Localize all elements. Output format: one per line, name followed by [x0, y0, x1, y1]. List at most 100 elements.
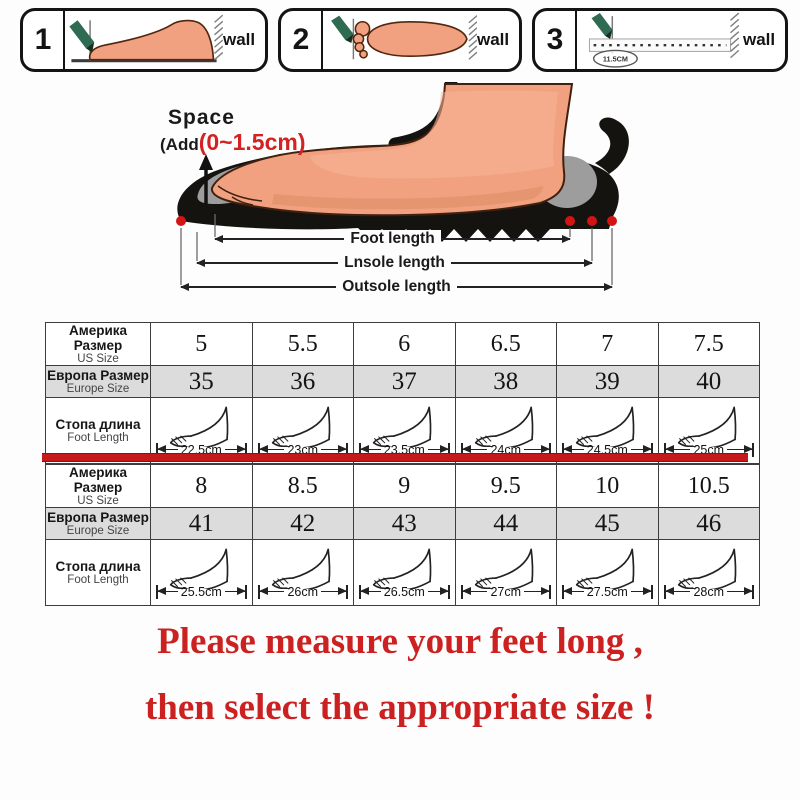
wall-label: wall — [477, 30, 510, 49]
europe-size-value: 39 — [556, 365, 659, 398]
step-number: 2 — [281, 11, 323, 69]
wall-label: wall — [223, 30, 256, 49]
red-divider-line — [42, 453, 748, 462]
space-add-prefix: (Add — [160, 135, 199, 154]
us-size-value: 10 — [556, 464, 659, 508]
europe-size-value: 35 — [150, 365, 253, 398]
foot-length-cm: 26cm — [287, 584, 319, 599]
us-size-value: 10.5 — [657, 464, 760, 508]
instruction-panel-3: 3 11.5CM wall — [532, 8, 788, 72]
step-number: 3 — [535, 11, 577, 69]
foot-outline-sketch-icon — [677, 406, 737, 447]
europe-size-value: 38 — [454, 365, 557, 398]
europe-size-value: 40 — [657, 365, 760, 398]
row-header: Стопа длина Foot Length — [45, 539, 151, 606]
row-header: Стопа длина Foot Length — [45, 397, 151, 464]
foot-length-cell: 26cm — [251, 539, 354, 606]
space-label: Space — [168, 106, 235, 129]
fit-diagram: Space (Add(0~1.5cm) Foot length Lnsole l… — [60, 82, 700, 318]
row-header-secondary: Europe Size — [66, 383, 130, 395]
foot-length-cm: 28cm — [693, 584, 725, 599]
space-add-value: (0~1.5cm) — [198, 129, 306, 155]
foot-length-cm: 27cm — [490, 584, 522, 599]
us-size-value: 8 — [150, 464, 253, 508]
foot-top-view-icon — [331, 15, 477, 60]
foot-outline-sketch-icon — [271, 406, 331, 447]
space-add-label: (Add(0~1.5cm) — [160, 129, 305, 156]
foot-outline-sketch-icon — [474, 406, 534, 447]
us-size-value: 6 — [353, 322, 456, 366]
row-header-primary: Стопа длина — [55, 559, 141, 574]
europe-size-row: Европа Размер Europe Size 35 36 37 38 39 40 — [45, 365, 760, 398]
foot-length-row: Стопа длина Foot Length 22.5cm 23cm 23.5… — [45, 397, 760, 464]
foot-length-dimension: Foot length — [213, 230, 572, 248]
us-size-value: 7 — [556, 322, 659, 366]
foot-length-cell: 26.5cm — [353, 539, 456, 606]
row-header-primary: Стопа длина — [55, 417, 141, 432]
europe-size-value: 45 — [556, 507, 659, 540]
row-header: Европа Размер Europe Size — [45, 365, 151, 398]
row-header-primary: Европа Размер — [47, 510, 149, 525]
foot-length-cell: 23cm — [251, 397, 354, 464]
row-header-primary: Европа Размер — [47, 368, 149, 383]
foot-length-cell: 25cm — [657, 397, 760, 464]
outsole-length-dimension: Outsole length — [179, 278, 614, 296]
wall-label: wall — [743, 30, 776, 49]
foot-length-cell: 22.5cm — [150, 397, 253, 464]
foot-outline-sketch-icon — [677, 548, 737, 589]
foot-length-cm: 27.5cm — [586, 584, 628, 599]
us-size-value: 5.5 — [251, 322, 354, 366]
ruler-measure-value: 11.5CM — [603, 54, 628, 63]
foot-length-cell: 27cm — [454, 539, 557, 606]
us-size-value: 5 — [150, 322, 253, 366]
foot-length-label: Foot length — [344, 230, 441, 248]
instruction-panel-2: 2 wall — [278, 8, 522, 72]
outsole-length-label: Outsole length — [336, 278, 457, 296]
foot-outline-sketch-icon — [576, 406, 635, 447]
europe-size-value: 44 — [454, 507, 557, 540]
footer-note-line1: Please measure your feet long , — [157, 621, 643, 662]
europe-size-value: 41 — [150, 507, 253, 540]
insole-length-label: Lnsole length — [338, 254, 451, 272]
foot-length-dimension: 26cm — [257, 584, 348, 599]
row-header-secondary: Foot Length — [67, 574, 129, 586]
row-header-secondary: US Size — [77, 495, 119, 507]
foot-length-cm: 25.5cm — [180, 584, 222, 599]
foot-side-view-icon — [69, 14, 223, 63]
row-header-primary: Америка Размер — [68, 323, 128, 353]
instruction-panel-1: 1 wall — [20, 8, 268, 72]
foot-outline-sketch-icon — [373, 548, 432, 589]
row-header-secondary: Europe Size — [66, 525, 130, 537]
foot-length-cell: 28cm — [657, 539, 760, 606]
foot-outline-sketch-icon — [170, 406, 229, 447]
size-table-small: Америка Размер US Size 5 5.5 6 6.5 7 7.5 Европ… — [45, 322, 760, 464]
foot-length-cell: 27.5cm — [556, 539, 659, 606]
size-table-large: Америка Размер US Size 8 8.5 9 9.5 10 10.5 Евр… — [45, 464, 760, 606]
row-header: Америка Размер US Size — [45, 322, 151, 366]
foot-outline-sketch-icon — [170, 548, 229, 589]
measure-instructions-strip: 1 wall 2 wall 3 — [20, 8, 788, 72]
step-number: 1 — [23, 11, 65, 69]
foot-outline-sketch-icon — [474, 548, 534, 589]
foot-length-row: Стопа длина Foot Length 25.5cm 26cm 26.5… — [45, 539, 760, 606]
row-header-secondary: US Size — [77, 353, 119, 365]
foot-length-dimension: 26.5cm — [359, 584, 450, 599]
us-size-value: 6.5 — [454, 322, 557, 366]
row-header-primary: Америка Размер — [68, 465, 128, 495]
europe-size-value: 37 — [353, 365, 456, 398]
us-size-value: 7.5 — [657, 322, 760, 366]
row-header-secondary: Foot Length — [67, 432, 129, 444]
europe-size-value: 46 — [657, 507, 760, 540]
europe-size-value: 43 — [353, 507, 456, 540]
footer-note-line2: then select the appropriate size ! — [144, 687, 655, 728]
foot-length-dimension: 27cm — [460, 584, 551, 599]
foot-in-shoe-illustration-icon — [176, 82, 629, 285]
europe-size-row: Европа Размер Europe Size 41 42 43 44 45 46 — [45, 507, 760, 540]
europe-size-value: 36 — [251, 365, 354, 398]
foot-length-dimension: 28cm — [663, 584, 754, 599]
europe-size-value: 42 — [251, 507, 354, 540]
foot-length-dimension: 25.5cm — [156, 584, 247, 599]
foot-length-cm: 26.5cm — [383, 584, 425, 599]
foot-outline-sketch-icon — [576, 548, 635, 589]
